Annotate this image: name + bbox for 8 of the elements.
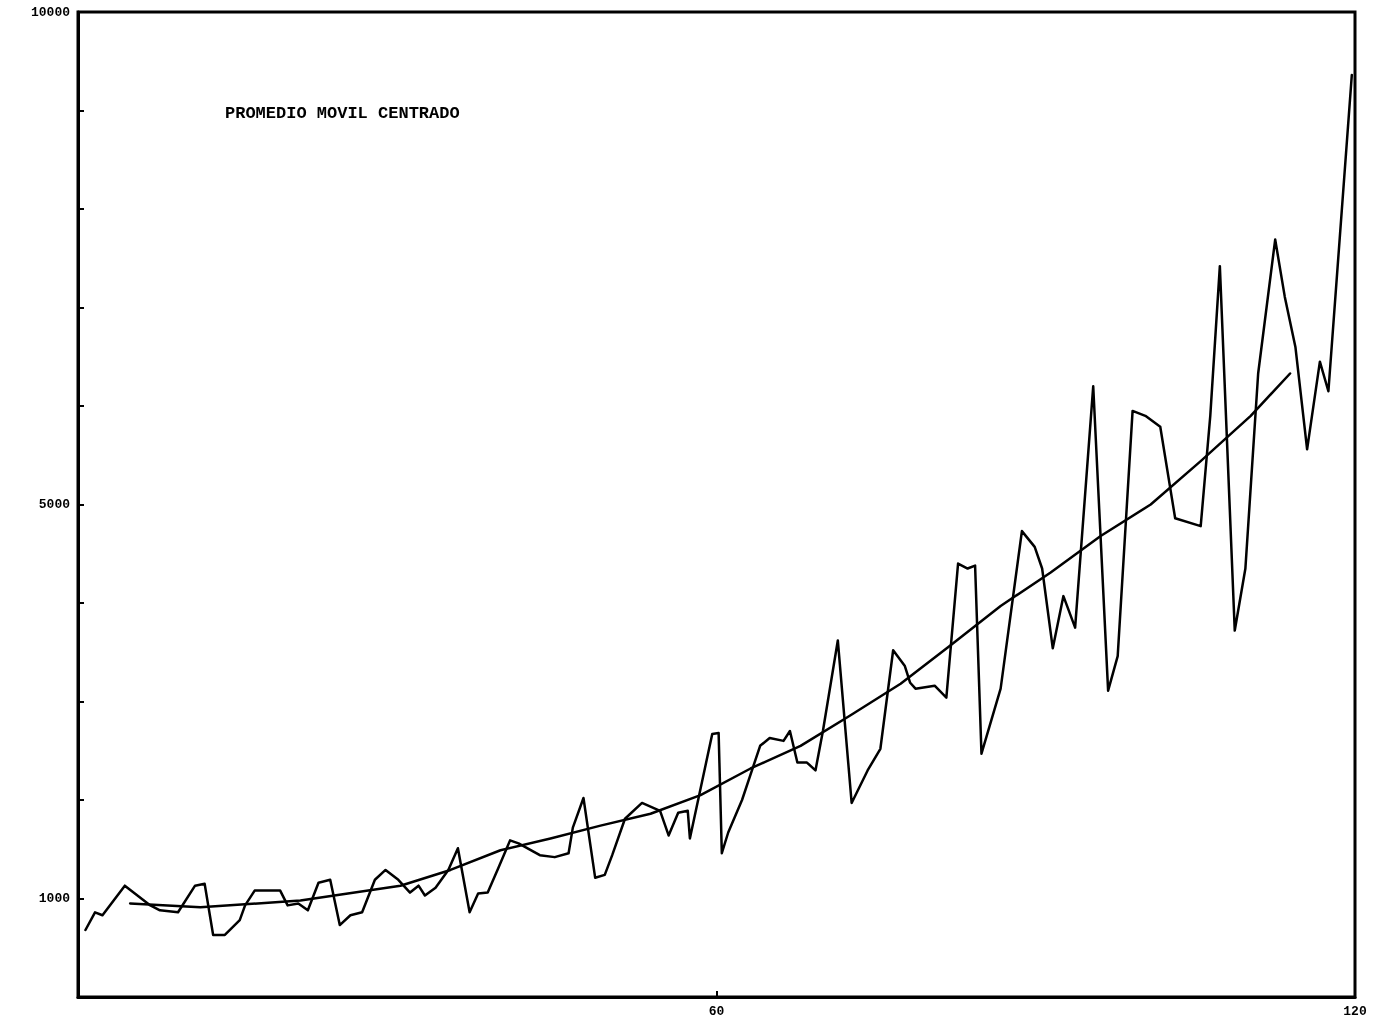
line-series: [128, 372, 1292, 909]
text: PROMEDIO MOVIL CENTRADO: [225, 104, 460, 123]
y-tick-label: 10000: [30, 4, 71, 20]
x-tick-label: 120: [1343, 1004, 1367, 1019]
y-tick-label: 1000: [38, 891, 71, 906]
line-series: [84, 73, 1354, 937]
x-tick-label: 60: [708, 1004, 725, 1019]
y-tick-label: 5000: [38, 497, 71, 512]
